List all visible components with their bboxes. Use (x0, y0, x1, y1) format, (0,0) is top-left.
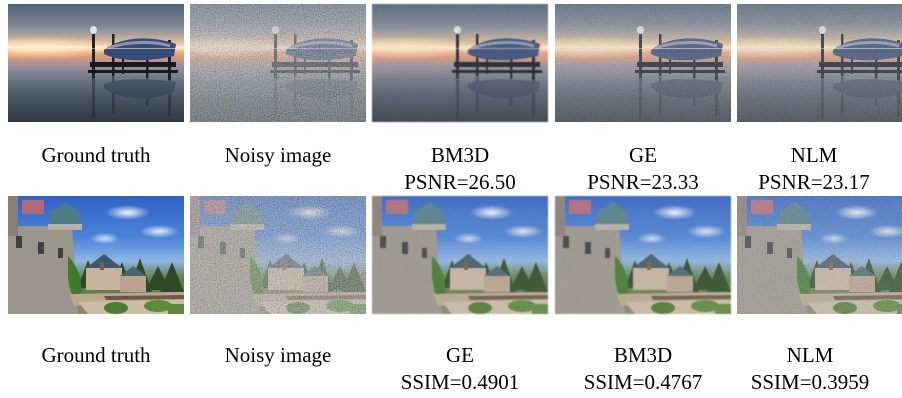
image-sunset-ground-truth (8, 4, 184, 122)
caption-title: Ground truth (8, 342, 184, 369)
image-castle-noisy (190, 196, 366, 314)
caption-row2-col5: NLM SSIM=0.3959 (718, 342, 902, 396)
image-sunset-ge (555, 4, 731, 122)
image-sunset-nlm (737, 4, 902, 122)
caption-title: Noisy image (190, 142, 366, 169)
caption-title: GE (372, 342, 548, 369)
caption-title: BM3D (555, 342, 731, 369)
caption-metric: SSIM=0.4767 (555, 369, 731, 396)
caption-row2-col4: BM3D SSIM=0.4767 (555, 342, 731, 396)
caption-title: NLM (718, 142, 902, 169)
caption-row1-col1: Ground truth (8, 142, 184, 169)
image-castle-nlm (737, 196, 902, 314)
caption-row1-col3: BM3D PSNR=26.50 (372, 142, 548, 196)
caption-metric: PSNR=23.33 (555, 169, 731, 196)
caption-row1-col2: Noisy image (190, 142, 366, 169)
caption-row1-col4: GE PSNR=23.33 (555, 142, 731, 196)
caption-title: Ground truth (8, 142, 184, 169)
image-sunset-bm3d (372, 4, 548, 122)
caption-row1-col5: NLM PSNR=23.17 (718, 142, 902, 196)
caption-title: Noisy image (190, 342, 366, 369)
image-castle-bm3d (555, 196, 731, 314)
caption-title: BM3D (372, 142, 548, 169)
image-sunset-noisy (190, 4, 366, 122)
caption-row2-col2: Noisy image (190, 342, 366, 369)
caption-metric: PSNR=26.50 (372, 169, 548, 196)
caption-metric: SSIM=0.4901 (372, 369, 548, 396)
caption-title: NLM (718, 342, 902, 369)
image-castle-ge (372, 196, 548, 314)
caption-title: GE (555, 142, 731, 169)
caption-row2-col1: Ground truth (8, 342, 184, 369)
caption-metric: PSNR=23.17 (718, 169, 902, 196)
caption-metric: SSIM=0.3959 (718, 369, 902, 396)
image-castle-ground-truth (8, 196, 184, 314)
caption-row2-col3: GE SSIM=0.4901 (372, 342, 548, 396)
